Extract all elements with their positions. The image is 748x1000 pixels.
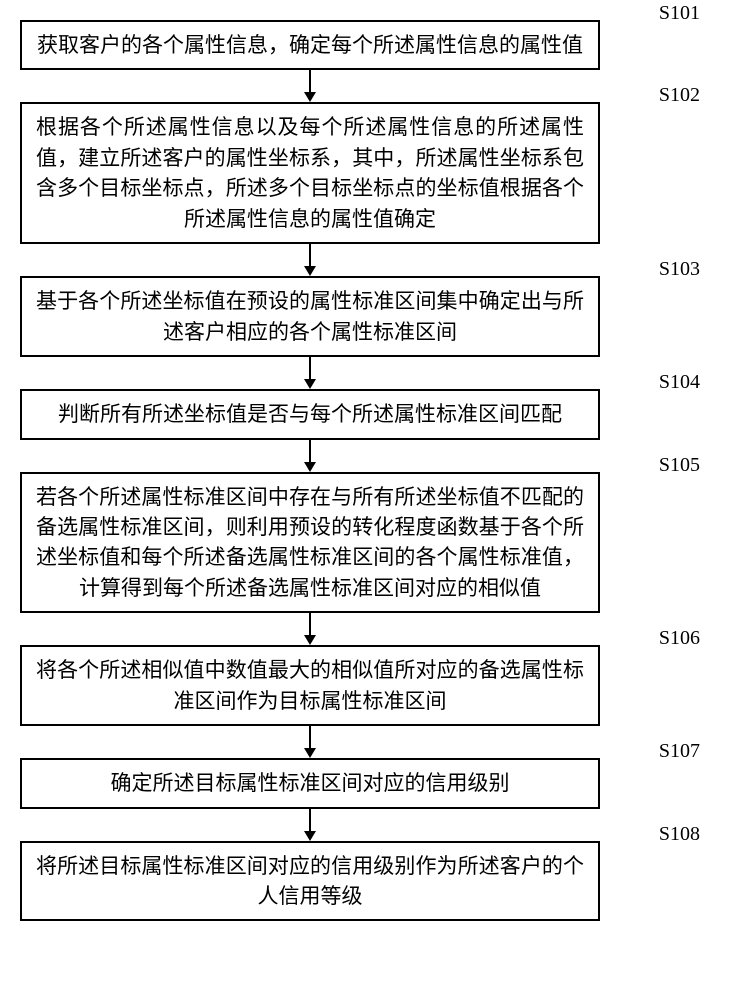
step-label: S103 [659,258,700,281]
step-label: S105 [659,454,700,477]
arrow-icon [20,70,600,102]
step-label: S108 [659,823,700,846]
step-box: 确定所述目标属性标准区间对应的信用级别 [20,758,600,808]
step-s106: 将各个所述相似值中数值最大的相似值所对应的备选属性标准区间作为目标属性标准区间 … [20,645,728,726]
step-s102: 根据各个所述属性信息以及每个所述属性信息的所述属性值，建立所述客户的属性坐标系，… [20,102,728,244]
arrow-icon [20,809,600,841]
step-s107: 确定所述目标属性标准区间对应的信用级别 S107 [20,758,728,808]
step-box: 将所述目标属性标准区间对应的信用级别作为所述客户的个人信用等级 [20,841,600,922]
arrow-icon [20,357,600,389]
step-label: S106 [659,627,700,650]
step-s101: 获取客户的各个属性信息，确定每个所述属性信息的属性值 S101 [20,20,728,70]
step-box: 根据各个所述属性信息以及每个所述属性信息的所述属性值，建立所述客户的属性坐标系，… [20,102,600,244]
arrow-icon [20,613,600,645]
arrow-icon [20,726,600,758]
step-s103: 基于各个所述坐标值在预设的属性标准区间集中确定出与所述客户相应的各个属性标准区间… [20,276,728,357]
step-label: S104 [659,371,700,394]
step-label: S107 [659,740,700,763]
step-s108: 将所述目标属性标准区间对应的信用级别作为所述客户的个人信用等级 S108 [20,841,728,922]
step-s104: 判断所有所述坐标值是否与每个所述属性标准区间匹配 S104 [20,389,728,439]
arrow-icon [20,244,600,276]
flowchart-container: 获取客户的各个属性信息，确定每个所述属性信息的属性值 S101 根据各个所述属性… [20,20,728,921]
step-box: 基于各个所述坐标值在预设的属性标准区间集中确定出与所述客户相应的各个属性标准区间 [20,276,600,357]
step-label: S102 [659,84,700,107]
step-box: 判断所有所述坐标值是否与每个所述属性标准区间匹配 [20,389,600,439]
step-box: 若各个所述属性标准区间中存在与所有所述坐标值不匹配的备选属性标准区间，则利用预设… [20,472,600,614]
step-s105: 若各个所述属性标准区间中存在与所有所述坐标值不匹配的备选属性标准区间，则利用预设… [20,472,728,614]
arrow-icon [20,440,600,472]
step-box: 获取客户的各个属性信息，确定每个所述属性信息的属性值 [20,20,600,70]
step-box: 将各个所述相似值中数值最大的相似值所对应的备选属性标准区间作为目标属性标准区间 [20,645,600,726]
step-label: S101 [659,2,700,25]
